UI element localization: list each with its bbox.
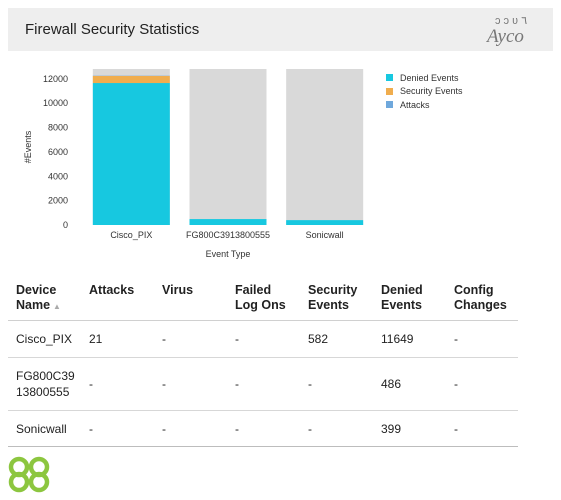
ayco-logo: Ayco ɔ ɔ ʋ ٦ [485, 15, 527, 47]
cell-security-events: - [308, 377, 312, 391]
col-header-denied-line2: Events [381, 298, 422, 312]
bar-segment-security-events [92, 75, 170, 84]
cell-denied-events: 399 [381, 421, 402, 436]
y-tick-label: 4000 [48, 171, 68, 181]
cell-config-changes: - [454, 377, 458, 391]
cell-attacks: - [89, 377, 93, 391]
table-header-row: Device Name ▲ Attacks Virus Failed Log Ons … [8, 270, 518, 321]
col-header-config-changes[interactable]: Config Changes [446, 270, 518, 320]
page-title: Firewall Security Statistics [25, 21, 200, 38]
col-header-failed-logons[interactable]: Failed Log Ons [227, 270, 300, 320]
cell-failed-logons: - [235, 421, 239, 436]
bar-segment-denied-events [92, 83, 170, 225]
svg-text:Ayco: Ayco [485, 26, 524, 47]
cell-attacks: 21 [89, 332, 103, 346]
legend-swatch-attacks [386, 101, 393, 109]
col-header-config-line2: Changes [454, 298, 507, 312]
col-header-device-line1: Device [16, 283, 57, 297]
col-header-security-line1: Security [308, 283, 358, 297]
y-tick-label: 2000 [48, 196, 68, 206]
col-header-security-line2: Events [308, 298, 349, 312]
bar-background [189, 69, 267, 225]
x-tick-label: FG800C3913800555 [186, 230, 270, 240]
table-row[interactable]: Sonicwall - - - - 399 - [8, 411, 518, 447]
cell-security-events: 582 [308, 332, 329, 346]
col-header-device-line2: Name [16, 298, 51, 312]
col-header-virus-line1: Virus [162, 283, 194, 297]
col-header-attacks[interactable]: Attacks [81, 270, 154, 320]
y-tick-label: 6000 [48, 147, 68, 157]
y-tick-label: 12000 [43, 74, 68, 84]
cell-device-name: Cisco_PIX [16, 332, 73, 346]
col-header-denied-line1: Denied [381, 283, 423, 297]
legend-item-attacks[interactable]: Attacks [386, 98, 463, 112]
cell-security-events: - [308, 421, 312, 436]
y-tick-label: 0 [63, 220, 68, 230]
page-header: Firewall Security Statistics Ayco ɔ ɔ ʋ … [8, 8, 553, 51]
cell-attacks: - [89, 421, 93, 436]
cell-failed-logons: - [235, 377, 239, 391]
legend-swatch-security [386, 87, 393, 95]
col-header-failed-line2: Log Ons [235, 298, 286, 312]
legend-label-denied: Denied Events [400, 72, 459, 83]
legend-item-security[interactable]: Security Events [386, 85, 463, 99]
col-header-denied-events[interactable]: Denied Events [373, 270, 446, 320]
legend-label-attacks: Attacks [400, 99, 430, 110]
cell-virus: - [162, 421, 166, 436]
cell-failed-logons: - [235, 332, 239, 346]
legend-label-security: Security Events [400, 86, 463, 97]
y-tick-label: 10000 [43, 98, 68, 108]
bar-segment-denied-events [286, 220, 364, 225]
brand-knot-logo [8, 456, 50, 493]
x-tick-label: Sonicwall [306, 230, 344, 240]
cell-virus: - [162, 377, 166, 391]
events-chart: 0 2000 4000 6000 8000 10000 12000 #Events Cisco_… [0, 55, 561, 267]
cell-device-name: FG800C39 13800555 [16, 369, 75, 399]
col-header-failed-line1: Failed [235, 283, 272, 297]
table-row[interactable]: FG800C39 13800555 - - - - 486 - [8, 358, 518, 411]
cell-virus: - [162, 332, 166, 346]
table-row[interactable]: Cisco_PIX 21 - - 582 11649 - [8, 321, 518, 358]
col-header-security-events[interactable]: Security Events [300, 270, 373, 320]
cell-config-changes: - [454, 421, 458, 436]
y-axis-label: #Events [23, 130, 33, 163]
stats-table: Device Name ▲ Attacks Virus Failed Log Ons … [8, 270, 518, 447]
legend-swatch-denied [386, 74, 393, 82]
x-tick-label: Cisco_PIX [110, 230, 152, 240]
cell-denied-events: 11649 [381, 332, 414, 346]
chart-legend: Denied Events Security Events Attacks [386, 71, 463, 112]
x-axis-label: Event Type [206, 249, 251, 259]
y-tick-label: 8000 [48, 123, 68, 133]
cell-device-name: Sonicwall [16, 421, 67, 436]
svg-text:ɔ ɔ ʋ ٦: ɔ ɔ ʋ ٦ [495, 15, 527, 27]
col-header-attacks-line1: Attacks [89, 283, 135, 297]
col-header-virus[interactable]: Virus [154, 270, 227, 320]
sort-asc-icon[interactable]: ▲ [53, 302, 61, 311]
bar-segment-denied-events [189, 219, 267, 225]
cell-denied-events: 486 [381, 377, 402, 391]
col-header-config-line1: Config [454, 283, 494, 297]
col-header-device-name[interactable]: Device Name ▲ [8, 270, 81, 320]
stacked-bar-chart: 0 2000 4000 6000 8000 10000 12000 #Events Cisco_… [23, 69, 364, 259]
legend-item-denied[interactable]: Denied Events [386, 71, 463, 85]
bar-background [286, 69, 364, 225]
cell-config-changes: - [454, 332, 458, 346]
